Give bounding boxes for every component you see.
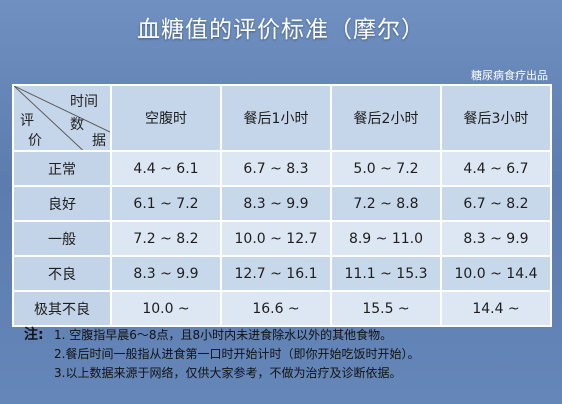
cell: 8.3 ~ 9.9 (220, 185, 332, 222)
glucose-table: 时间 数 据 评 价 空腹时 餐后1小时 餐后2小时 餐后3小时 正常 4.4 … (12, 84, 552, 327)
table-row: 不良 8.3 ~ 9.9 12.7 ~ 16.1 11.1 ~ 15.3 10.… (12, 255, 552, 292)
cell: 16.6 ~ (220, 290, 332, 327)
cell: 6.7 ~ 8.3 (220, 150, 332, 187)
cell: 6.7 ~ 8.2 (440, 185, 552, 222)
cell: 8.9 ~ 11.0 (330, 220, 442, 257)
note-line-1: 注: 1. 空腹指早晨6～8点，且8小时内未进食除水以外的其他食物。 (24, 326, 419, 345)
cell: 14.4 ~ (440, 290, 552, 327)
corner-label-time: 时间 (70, 94, 98, 110)
corner-label-data-1: 数 (70, 117, 84, 133)
cell: 11.1 ~ 15.3 (330, 255, 442, 292)
cell: 15.5 ~ (330, 290, 442, 327)
source-label: 糖尿病食疗出品 (471, 69, 548, 82)
cell: 4.4 ~ 6.1 (110, 150, 222, 187)
cell: 10.0 ~ 14.4 (440, 255, 552, 292)
column-header-fasting: 空腹时 (110, 84, 222, 152)
cell: 7.2 ~ 8.8 (330, 185, 442, 222)
corner-label-eval-2: 价 (28, 133, 42, 149)
row-label-good: 良好 (12, 185, 112, 222)
cell: 8.3 ~ 9.9 (440, 220, 552, 257)
row-label-very-poor: 极其不良 (12, 290, 112, 327)
note-line-3: 3.以上数据来源于网络，仅供大家参考，不做为治疗及诊断依据。 (24, 364, 419, 383)
cell: 7.2 ~ 8.2 (110, 220, 222, 257)
table-header-row: 时间 数 据 评 价 空腹时 餐后1小时 餐后2小时 餐后3小时 (12, 84, 552, 152)
cell: 6.1 ~ 7.2 (110, 185, 222, 222)
corner-header-cell: 时间 数 据 评 价 (12, 84, 112, 152)
cell: 10.0 ~ (110, 290, 222, 327)
diagonal-lines (14, 86, 110, 150)
corner-label-eval-1: 评 (20, 113, 34, 129)
note-text-1: 1. 空腹指早晨6～8点，且8小时内未进食除水以外的其他食物。 (54, 328, 393, 342)
table-row: 极其不良 10.0 ~ 16.6 ~ 15.5 ~ 14.4 ~ (12, 290, 552, 327)
column-header-1h: 餐后1小时 (220, 84, 332, 152)
corner-label-data-2: 据 (92, 133, 106, 149)
notes-section: 注: 1. 空腹指早晨6～8点，且8小时内未进食除水以外的其他食物。 2.餐后时间… (24, 326, 419, 383)
table-row: 一般 7.2 ~ 8.2 10.0 ~ 12.7 8.9 ~ 11.0 8.3 … (12, 220, 552, 257)
column-header-2h: 餐后2小时 (330, 84, 442, 152)
cell: 8.3 ~ 9.9 (110, 255, 222, 292)
cell: 4.4 ~ 6.7 (440, 150, 552, 187)
table-row: 良好 6.1 ~ 7.2 8.3 ~ 9.9 7.2 ~ 8.8 6.7 ~ 8… (12, 185, 552, 222)
cell: 12.7 ~ 16.1 (220, 255, 332, 292)
note-line-2: 2.餐后时间一般指从进食第一口时开始计时（即你开始吃饭时开始）。 (24, 345, 419, 364)
row-label-fair: 一般 (12, 220, 112, 257)
table-row: 正常 4.4 ~ 6.1 6.7 ~ 8.3 5.0 ~ 7.2 4.4 ~ 6… (12, 150, 552, 187)
notes-label: 注: (24, 327, 44, 343)
note-text-3: 3.以上数据来源于网络，仅供大家参考，不做为治疗及诊断依据。 (54, 366, 402, 380)
note-text-2: 2.餐后时间一般指从进食第一口时开始计时（即你开始吃饭时开始）。 (54, 347, 420, 361)
page-title: 血糖值的评价标准（摩尔） (137, 17, 425, 43)
cell: 5.0 ~ 7.2 (330, 150, 442, 187)
cell: 10.0 ~ 12.7 (220, 220, 332, 257)
column-header-3h: 餐后3小时 (440, 84, 552, 152)
row-label-poor: 不良 (12, 255, 112, 292)
row-label-normal: 正常 (12, 150, 112, 187)
